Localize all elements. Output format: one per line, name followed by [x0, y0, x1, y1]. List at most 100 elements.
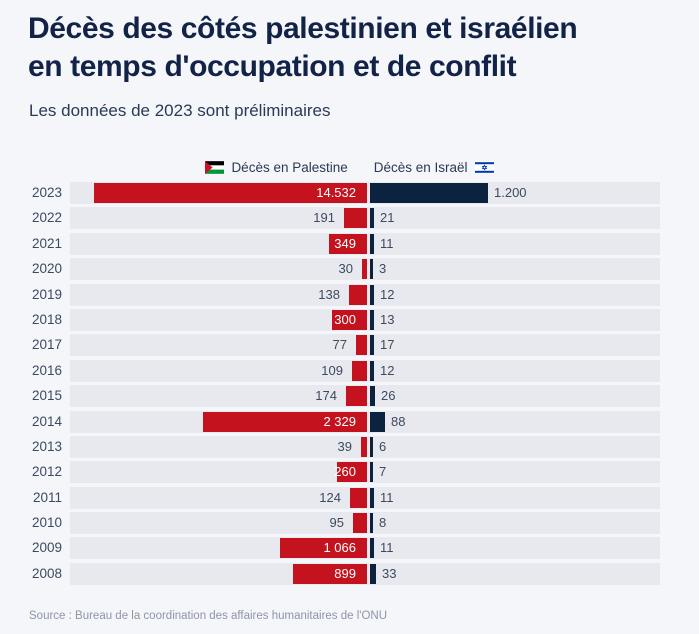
chart-row: 2019 138 12 [0, 283, 699, 309]
year-label: 2016 [31, 362, 62, 378]
year-label: 2013 [31, 438, 62, 454]
palestine-value-label: 1 066 [323, 540, 356, 556]
palestine-value-label: 30 [338, 261, 353, 277]
israel-bar [370, 436, 373, 457]
palestine-bar [94, 183, 367, 203]
israel-bar [370, 360, 374, 381]
palestine-value-label: 39 [337, 438, 352, 454]
israel-bar [370, 259, 373, 280]
year-label: 2015 [31, 388, 62, 404]
palestine-bar [361, 436, 367, 457]
year-label: 2010 [31, 515, 62, 531]
israel-bar [370, 538, 374, 559]
chart-row: 2022 191 21 [0, 207, 699, 232]
palestine-value-label: 109 [321, 362, 343, 378]
israel-bar [370, 335, 374, 356]
israel-bar [370, 309, 374, 330]
chart-row: 2018 300 13 [0, 308, 699, 334]
israel-value-label: 88 [391, 413, 406, 429]
israel-bar [370, 487, 374, 508]
palestine-bar [352, 360, 367, 381]
year-label: 2012 [31, 464, 62, 480]
palestine-bar [280, 538, 367, 559]
israel-bar [370, 386, 375, 407]
palestine-bar [362, 259, 367, 280]
palestine-bar [356, 335, 367, 356]
palestine-bar [346, 386, 367, 407]
israel-value-label: 11 [380, 235, 394, 251]
chart-row: 2011 124 11 [0, 486, 699, 512]
year-label: 2017 [31, 337, 62, 353]
year-label: 2021 [31, 235, 62, 251]
title-line-2: en temps d'occupation et de conflit [28, 49, 517, 83]
palestine-value-label: 14.532 [316, 185, 356, 200]
israel-bar [370, 284, 374, 305]
chart-row: 2023 14.532 1.200 [0, 182, 699, 207]
chart-row: 2017 77 17 [0, 334, 699, 359]
legend-label-israel: Décès en Israël [373, 160, 468, 175]
israel-value-label: 17 [380, 337, 395, 353]
row-track: 349 11 [70, 232, 660, 255]
legend-label-palestine: Décès en Palestine [231, 160, 348, 175]
chart-row: 2012 260 7 [0, 461, 699, 486]
palestine-value-label: 174 [315, 388, 337, 404]
israel-value-label: 12 [380, 362, 395, 378]
row-track: 899 33 [70, 562, 660, 585]
chart-legend: Décès en Palestine Décès en Israël [0, 160, 699, 175]
israel-bar [370, 233, 374, 254]
palestine-value-label: 349 [334, 235, 356, 251]
palestine-value-label: 2 329 [323, 413, 356, 429]
israel-value-label: 1.200 [494, 185, 527, 200]
palestine-value-label: 260 [334, 464, 356, 480]
chart-row: 2020 30 3 [0, 258, 699, 283]
israel-value-label: 11 [380, 489, 394, 505]
israel-value-label: 33 [382, 565, 397, 581]
palestine-value-label: 95 [329, 515, 344, 531]
palestine-bar [293, 563, 367, 584]
israel-value-label: 8 [379, 515, 387, 531]
israel-value-label: 12 [380, 286, 395, 302]
row-track: 39 6 [70, 435, 660, 458]
palestine-value-label: 899 [334, 565, 356, 581]
palestine-flag-icon [205, 161, 225, 174]
year-label: 2020 [31, 261, 62, 277]
year-label: 2019 [31, 286, 62, 302]
israel-value-label: 21 [380, 210, 395, 226]
chart-row: 2014 2 329 88 [0, 410, 699, 436]
palestine-bar [337, 462, 367, 483]
chart-row: 2009 1 066 11 [0, 537, 699, 562]
israel-bar [370, 411, 385, 432]
israel-bar [370, 183, 488, 203]
israel-value-label: 13 [380, 311, 395, 327]
row-track: 77 17 [70, 334, 660, 357]
palestine-bar [344, 208, 367, 229]
row-track: 30 3 [70, 258, 660, 281]
year-label: 2009 [31, 540, 62, 556]
year-label: 2018 [31, 311, 62, 327]
year-label: 2014 [31, 413, 62, 429]
israel-value-label: 6 [379, 438, 387, 454]
row-track: 191 21 [70, 207, 660, 230]
source-note: Source : Bureau de la coordination des a… [29, 610, 388, 622]
palestine-bar [329, 233, 367, 254]
israel-bar [370, 462, 373, 483]
chart-row: 2016 109 12 [0, 359, 699, 385]
israel-flag-icon [474, 161, 494, 174]
palestine-bar [203, 411, 367, 432]
chart-row: 2015 174 26 [0, 385, 699, 410]
palestine-bar [353, 513, 367, 534]
chart-row: 2013 39 6 [0, 435, 699, 461]
row-track: 95 8 [70, 512, 660, 535]
israel-value-label: 3 [379, 261, 387, 277]
row-track: 174 26 [70, 385, 660, 408]
page-title: Décès des côtés palestinien et israélien… [28, 10, 678, 86]
palestine-bar [332, 309, 367, 330]
row-track: 2 329 88 [70, 410, 660, 433]
row-track: 14.532 1.200 [70, 182, 660, 204]
row-track: 109 12 [70, 359, 660, 382]
palestine-value-label: 300 [334, 311, 356, 327]
chart-row: 2008 899 33 [0, 562, 699, 588]
israel-value-label: 7 [379, 464, 387, 480]
row-track: 124 11 [70, 486, 660, 509]
